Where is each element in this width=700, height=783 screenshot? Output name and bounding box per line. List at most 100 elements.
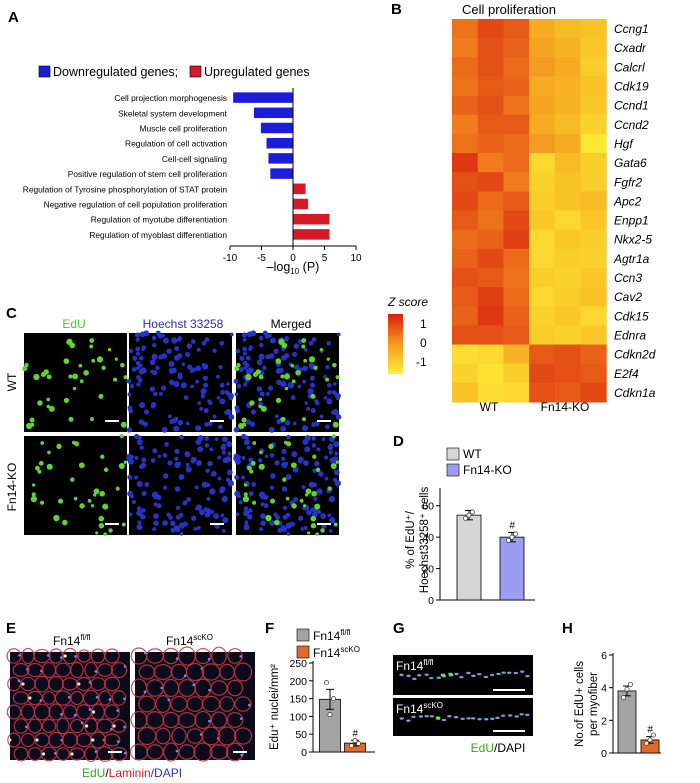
nucleus-dot [325, 424, 330, 430]
heatmap-cell [580, 133, 607, 154]
dapi-nucleus [59, 656, 63, 659]
edu-dot [258, 397, 263, 402]
nucleus-dot [234, 474, 240, 480]
legend-swatch-wt [446, 447, 460, 461]
myofiber-outline [89, 731, 107, 749]
tissue-stain-caption: EdU/Laminin/DAPI [82, 766, 182, 780]
edu-dot [96, 356, 104, 363]
dapi-nucleus [240, 753, 244, 757]
zscore-tick-neg1: -1 [416, 355, 427, 369]
myofiber-outline [185, 662, 205, 682]
panel-a-plot: Cell projection morphogenesis Skeletal sy… [23, 88, 362, 264]
heatmap-cell [477, 344, 504, 365]
data-point [356, 741, 361, 746]
nucleus-dot [216, 374, 220, 379]
nucleus-dot [304, 435, 311, 442]
gene-label: Gata6 [614, 156, 647, 170]
dapi-nucleus [459, 675, 464, 679]
edu-dot [333, 522, 338, 527]
nucleus-dot [200, 394, 206, 399]
edu-dot [24, 362, 29, 368]
nucleus-dot [195, 506, 200, 511]
edu-dot [290, 363, 295, 368]
nucleus-dot [138, 355, 144, 361]
heatmap-gene-labels: Ccng1 Cxadr Calcrl Cdk19 Ccnd1 Ccnd2 Hgf Gata6 F… [613, 22, 656, 400]
heatmap-cell [554, 229, 581, 250]
edu-dot [108, 528, 113, 533]
nucleus-dot [204, 337, 210, 342]
edu-dot [314, 503, 321, 510]
nucleus-dot [183, 395, 189, 400]
nucleus-dot [140, 514, 146, 520]
nucleus-dot [220, 389, 225, 395]
dapi-nucleus [116, 740, 120, 743]
nucleus-dot [243, 524, 250, 531]
edu-dot [87, 498, 92, 503]
dapi-nucleus [441, 718, 447, 722]
nucleus-dot [297, 456, 304, 463]
nucleus-dot [218, 424, 223, 430]
heatmap-cell [477, 133, 504, 154]
nucleus-dot [316, 488, 323, 495]
heatmap-cell [503, 267, 530, 288]
heatmap-cell [529, 172, 556, 192]
panel-f-ylabel: Edu⁺ nuclei/mm² [269, 664, 281, 750]
nucleus-dot [137, 520, 142, 525]
bar [456, 514, 482, 601]
nucleus-dot [282, 505, 288, 510]
x-tick-label: 10 [350, 253, 362, 264]
data-point [470, 509, 475, 515]
edu-dot [301, 344, 306, 349]
gene-label: Ccng1 [614, 22, 649, 36]
heatmap-cell [503, 95, 530, 116]
dapi-nucleus [143, 651, 147, 655]
myofiber-outline [145, 711, 165, 729]
nucleus-dot [248, 345, 254, 350]
edu-dot [326, 357, 330, 361]
edu-dot [31, 492, 36, 497]
nucleus-dot [235, 512, 240, 517]
edu-dot [305, 488, 312, 495]
dapi-nucleus [411, 715, 416, 719]
y-tick-label: 50 [295, 729, 307, 741]
nucleus-dot [277, 527, 283, 533]
heatmap-cell [529, 191, 556, 211]
nucleus-dot [292, 351, 298, 357]
nucleus-dot [259, 527, 264, 532]
nucleus-dot [136, 510, 143, 517]
nucleus-dot [162, 520, 168, 526]
nucleus-dot [137, 435, 142, 440]
dapi-nucleus [483, 675, 489, 679]
micro-col-merged: Merged [271, 317, 312, 331]
nucleus-dot [303, 347, 308, 352]
micro-col-edu: EdU [62, 317, 85, 331]
dapi-nucleus [207, 657, 211, 661]
dapi-nucleus [513, 671, 519, 675]
nucleus-dot [290, 521, 295, 527]
heatmap-cell [554, 344, 581, 365]
heatmap-cell [503, 306, 530, 326]
nucleus-dot [276, 379, 282, 386]
myofiber-outline [111, 719, 127, 733]
x-tick-label: 5 [322, 253, 328, 264]
nucleus-dot [190, 384, 195, 389]
legend-swatch-up [189, 65, 202, 78]
heatmap-cell [554, 172, 581, 192]
gene-label: Cdkn1a [614, 386, 656, 400]
nucleus-dot [309, 375, 315, 381]
dapi-nucleus [399, 673, 404, 677]
heatmap-cell [477, 229, 504, 250]
heatmap-cell [580, 325, 607, 346]
heatmap-cell [580, 363, 607, 384]
gene-label: Cdkn2d [614, 348, 656, 362]
edu-dot [275, 397, 282, 404]
edu-dot [79, 503, 85, 509]
edu-dot [78, 462, 85, 469]
panel-h-ylabel-1: No.of EdU+ cells [574, 661, 586, 747]
nucleus-dot [273, 512, 278, 517]
data-point [327, 712, 333, 718]
nucleus-dot [298, 515, 304, 521]
edu-dot [91, 358, 96, 363]
nucleus-dot [126, 378, 132, 384]
heatmap-cell [452, 382, 479, 403]
